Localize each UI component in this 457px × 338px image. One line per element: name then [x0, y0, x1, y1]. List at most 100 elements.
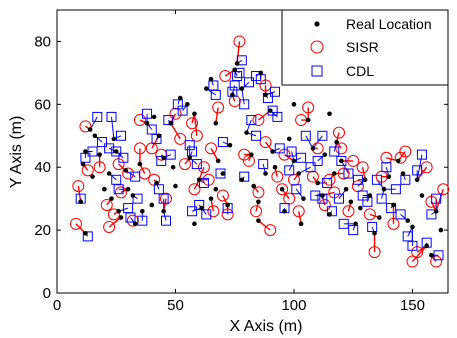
- legend-label-cdl: CDL: [346, 63, 374, 79]
- sisr-point: [133, 114, 146, 127]
- sisr-point: [335, 142, 348, 155]
- sisr-point: [212, 101, 225, 114]
- real-location-point: [203, 86, 209, 91]
- real-location-point: [78, 199, 83, 205]
- real-location-point: [270, 149, 275, 154]
- real-location-point: [286, 136, 292, 142]
- sisr-point: [79, 120, 92, 133]
- cdl-point: [87, 146, 98, 157]
- cdl-point: [362, 196, 373, 207]
- cdl-point: [187, 206, 198, 217]
- y-axis-label: Y Axis (m): [8, 116, 25, 189]
- cdl-point: [161, 215, 172, 226]
- sisr-point: [122, 167, 135, 180]
- x-axis: 0 50 100 150: [53, 10, 425, 314]
- sisr-point: [347, 154, 360, 167]
- sisr-error-line: [411, 245, 428, 263]
- cdl-point: [111, 146, 122, 157]
- real-location-point: [196, 177, 202, 183]
- legend-label-real: Real Location: [346, 16, 432, 32]
- cdl-point: [310, 190, 321, 201]
- real-location-point: [173, 183, 178, 189]
- real-location-point: [177, 95, 183, 101]
- real-location-point: [187, 155, 193, 161]
- y-tick-label: 80: [34, 33, 51, 50]
- cdl-point: [243, 77, 254, 88]
- sisr-point: [302, 101, 315, 114]
- x-tick-label: 0: [53, 297, 61, 314]
- sisr-error-line: [435, 189, 444, 212]
- cdl-point: [376, 193, 387, 204]
- real-location-point: [215, 158, 221, 164]
- sisr-point: [186, 117, 199, 130]
- real-location-point: [353, 221, 358, 227]
- sisr-point: [72, 180, 85, 193]
- real-location-point: [111, 136, 117, 142]
- sisr-point: [228, 95, 241, 108]
- sisr-error-line: [210, 148, 219, 162]
- cdl-series: [75, 55, 444, 261]
- cdl-point: [246, 115, 257, 126]
- cdl-point: [305, 162, 316, 173]
- sisr-point: [188, 183, 201, 196]
- x-tick-label: 50: [167, 297, 184, 314]
- cdl-point: [343, 168, 354, 179]
- real-location-point: [367, 193, 373, 198]
- real-location-point: [92, 133, 98, 139]
- real-location-point: [227, 142, 233, 148]
- cdl-point: [262, 93, 273, 104]
- real-location-point: [405, 218, 411, 223]
- cdl-point: [158, 193, 169, 204]
- cdl-point: [165, 149, 176, 160]
- cdl-point: [137, 215, 148, 226]
- real-location-point: [106, 171, 112, 176]
- real-location-point: [251, 183, 256, 189]
- x-tick-label: 100: [281, 297, 306, 314]
- real-location-point: [322, 152, 328, 157]
- real-location-point: [395, 158, 401, 164]
- sisr-point: [219, 70, 232, 83]
- cdl-point: [296, 152, 307, 163]
- real-location-point: [348, 199, 354, 205]
- cdl-point: [156, 155, 167, 166]
- cdl-point: [239, 171, 250, 182]
- sisr-point: [387, 217, 400, 230]
- sisr-point: [342, 205, 355, 218]
- cdl-point: [272, 111, 283, 122]
- sisr-point: [363, 208, 376, 221]
- sisr-point: [197, 161, 210, 174]
- real-location-point: [429, 252, 434, 258]
- sisr-point: [337, 167, 350, 180]
- cdl-point: [312, 155, 323, 166]
- cdl-point: [198, 177, 209, 188]
- real-location-point: [168, 120, 174, 126]
- cdl-point: [232, 71, 243, 82]
- real-location-point: [118, 215, 124, 220]
- real-location-point: [239, 177, 245, 183]
- real-location-point: [272, 164, 278, 170]
- cdl-point: [336, 155, 347, 166]
- cdl-point: [371, 174, 382, 185]
- real-location-point: [263, 92, 268, 98]
- cdl-point: [118, 152, 129, 163]
- real-location-point: [149, 202, 155, 208]
- legend-box: [281, 9, 449, 86]
- cdl-point: [104, 143, 115, 154]
- real-location-point: [315, 180, 320, 186]
- cdl-error-line: [340, 160, 349, 174]
- sisr-point: [368, 246, 381, 259]
- cdl-point: [433, 250, 444, 261]
- sisr-point: [252, 186, 265, 199]
- real-location-point: [372, 230, 377, 236]
- cdl-point: [142, 108, 153, 119]
- real-location-point: [90, 174, 95, 179]
- real-location-point: [199, 205, 204, 211]
- y-tick-label: 60: [34, 96, 51, 113]
- real-location-point: [301, 196, 306, 201]
- cdl-point: [132, 193, 143, 204]
- sisr-point: [242, 154, 255, 167]
- real-location-point: [358, 205, 363, 211]
- sisr-point: [394, 151, 407, 164]
- real-location-point: [130, 193, 136, 198]
- real-location-series: [78, 61, 444, 258]
